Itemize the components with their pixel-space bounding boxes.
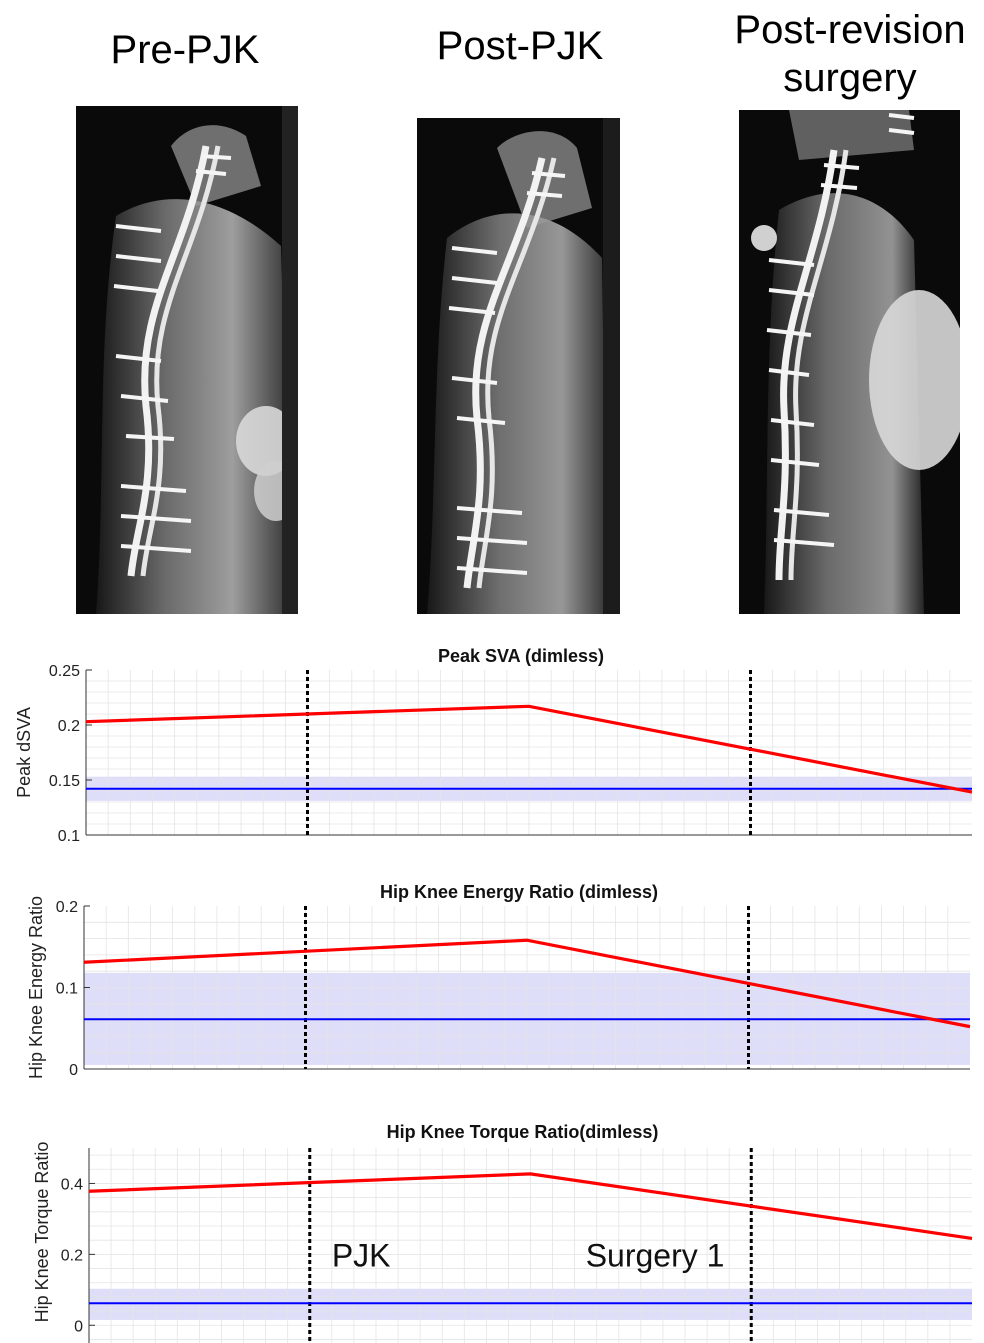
- y-tick-label: 0.15: [49, 773, 80, 790]
- xray-image-pre-pjk: [76, 106, 298, 614]
- panel-title-line: Post-revision: [734, 8, 966, 52]
- panel-title-line: Pre-PJK: [110, 28, 260, 72]
- panel-title-line: surgery: [783, 56, 917, 100]
- annotation-label: Surgery 1: [586, 1237, 725, 1273]
- y-tick-label: 0.4: [61, 1176, 83, 1193]
- chart-title: Hip Knee Energy Ratio (dimless): [380, 882, 658, 902]
- y-axis-label: Peak dSVA: [14, 707, 34, 798]
- y-tick-label: 0.2: [58, 718, 80, 735]
- chart-peak-sva: 0.1 0.15 0.2 0.25 Peak SVA (dimless) Peak dSV…: [14, 646, 973, 845]
- patient-line: [85, 704, 973, 794]
- y-axis-label: Hip Knee Torque Ratio: [32, 1142, 52, 1323]
- y-tick-label: 0: [74, 1318, 83, 1335]
- grid: [86, 670, 972, 835]
- y-axis-label: Hip Knee Energy Ratio: [26, 896, 46, 1079]
- patient-line: [88, 1172, 973, 1240]
- patient-line: [83, 938, 971, 1029]
- chart-title: Peak SVA (dimless): [438, 646, 604, 666]
- annotation-label: PJK: [332, 1237, 391, 1273]
- y-tick-label: 0.2: [61, 1247, 83, 1264]
- panel-title-pre-pjk: Pre-PJK: [70, 26, 300, 74]
- y-tick-label: 0.1: [58, 828, 80, 845]
- y-tick-label: 0: [69, 1062, 78, 1079]
- chart-hip-knee-energy-ratio: 0 0.1 0.2 Hip Knee Energy Ratio (dimless) Hi…: [26, 882, 971, 1079]
- panel-title-post-revision: Post-revision surgery: [700, 6, 984, 102]
- grid: [89, 1148, 972, 1343]
- grid: [84, 906, 970, 1069]
- chart-title: Hip Knee Torque Ratio(dimless): [387, 1122, 659, 1142]
- y-tick-label: 0.2: [56, 899, 78, 916]
- y-tick-label: 0.25: [49, 663, 80, 680]
- chart-hip-knee-torque-ratio: 0 0.2 0.4 PJK Surgery 1 Hip Knee Torque Ratio…: [32, 1122, 973, 1343]
- xray-image-post-pjk: [417, 118, 620, 614]
- xray-image-post-revision: [739, 110, 960, 614]
- panel-title-post-pjk: Post-PJK: [405, 22, 635, 70]
- panel-title-line: Post-PJK: [436, 24, 604, 68]
- y-tick-label: 0.1: [56, 981, 78, 998]
